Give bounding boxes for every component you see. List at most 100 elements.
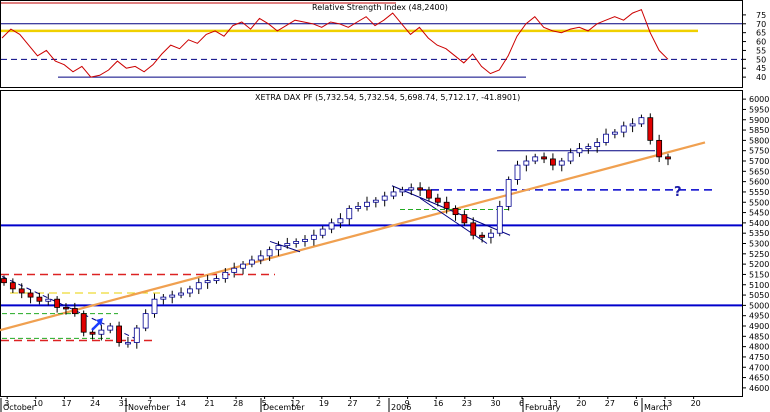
rsi-y-tick-label: 50 <box>756 55 766 64</box>
x-tick-label: 7 <box>147 399 152 408</box>
price-y-tick-label: 4850 <box>749 332 769 341</box>
candle-body <box>390 191 397 197</box>
question-mark-annotation: ? <box>674 185 682 200</box>
x-tick-label: 5 <box>262 399 267 408</box>
x-tick-label: 31 <box>119 399 129 408</box>
price-y-tick-label: 5650 <box>749 167 769 176</box>
price-y-tick-label: 5450 <box>749 209 769 218</box>
candle-body <box>426 189 432 199</box>
candle-body <box>187 288 193 294</box>
x-tick-label: 17 <box>61 399 71 408</box>
candle-body <box>27 292 34 298</box>
x-tick-label: 27 <box>605 399 615 408</box>
price-y-tick-label: 5700 <box>749 157 769 166</box>
price-y-tick-label: 5350 <box>749 229 769 238</box>
candle-body <box>567 152 574 162</box>
candle-body <box>452 208 459 216</box>
price-y-tick-label: 4950 <box>749 312 769 321</box>
rsi-y-tick-label: 40 <box>756 73 766 82</box>
candle-body <box>470 222 477 236</box>
candle-body <box>98 329 105 335</box>
candle-body <box>107 325 114 331</box>
candle-body <box>89 331 96 335</box>
candle-body <box>45 298 52 302</box>
candle-body <box>479 234 485 238</box>
candle-body <box>169 294 176 298</box>
rsi-panel <box>0 0 743 88</box>
x-tick-label: 2 <box>376 399 381 408</box>
small-channel-line <box>269 240 301 253</box>
x-tick-label: 20 <box>576 399 586 408</box>
price-y-tick-label: 5200 <box>749 260 769 269</box>
candle-body <box>576 148 583 154</box>
candle-body <box>372 199 379 203</box>
candle-body <box>408 187 415 191</box>
candle-body <box>54 298 61 308</box>
price-y-tick-label: 4900 <box>749 322 769 331</box>
candle-body <box>594 142 601 147</box>
candle-body <box>9 282 16 290</box>
x-tick-label: 6 <box>519 399 524 408</box>
price-y-tick-label: 6000 <box>749 95 769 104</box>
candle-body <box>629 123 636 127</box>
x-month-label: 2006 <box>391 403 411 412</box>
candle-body <box>151 298 158 315</box>
price-y-tick-label: 5850 <box>749 126 769 135</box>
candle-body <box>532 156 539 162</box>
candle-body <box>240 263 246 269</box>
candle-body <box>381 195 388 201</box>
candle-body <box>160 296 167 300</box>
blue-arrow-annotation <box>91 318 103 331</box>
candle-body <box>647 117 654 141</box>
price-y-tick-label: 5400 <box>749 219 769 228</box>
price-y-tick-label: 5550 <box>749 188 769 197</box>
x-tick-label: 21 <box>204 399 214 408</box>
candle-body <box>523 160 530 166</box>
x-tick-label: 23 <box>462 399 472 408</box>
x-tick-label: 10 <box>33 399 43 408</box>
candle-body <box>80 313 87 333</box>
candle-body <box>133 327 140 343</box>
candle-body <box>603 133 609 143</box>
candle-body <box>541 156 547 160</box>
price-y-tick-label: 5150 <box>749 270 769 279</box>
candle-body <box>275 245 282 251</box>
candle-body <box>302 238 308 242</box>
candle-body <box>125 342 131 345</box>
x-tick-label: 19 <box>319 399 329 408</box>
price-y-tick-label: 5950 <box>749 105 769 114</box>
candle-body <box>71 308 78 315</box>
price-y-tick-label: 5900 <box>749 116 769 125</box>
candle-body <box>585 146 592 150</box>
x-tick-label: 14 <box>176 399 186 408</box>
price-y-tick-label: 5750 <box>749 147 769 156</box>
candle-body <box>178 292 184 296</box>
candle-body <box>284 243 291 246</box>
candle-body <box>310 234 317 240</box>
x-tick-label: 13 <box>662 399 672 408</box>
flag-channel-lower <box>419 197 488 244</box>
candle-body <box>399 189 406 193</box>
x-tick-label: 27 <box>347 399 357 408</box>
candle-body <box>319 228 326 236</box>
x-tick-label: 16 <box>433 399 443 408</box>
x-month-label: October <box>3 403 36 412</box>
candle-body <box>257 255 264 261</box>
candle-body <box>337 218 344 224</box>
candle-body <box>195 282 202 290</box>
price-y-tick-label: 5000 <box>749 301 769 310</box>
rsi-series <box>1 8 669 78</box>
x-tick-label: 13 <box>548 399 558 408</box>
rsi-title: Relative Strength Index (48,2400) <box>312 3 448 12</box>
candle-body <box>346 208 353 220</box>
rsi-line <box>1 8 669 78</box>
price-y-tick-label: 4700 <box>749 363 769 372</box>
x-tick-label: 20 <box>691 399 701 408</box>
price-title: XETRA DAX PF (5,732.54, 5,732.54, 5,698.… <box>255 93 520 102</box>
candle-body <box>665 156 671 160</box>
price-y-tick-label: 5250 <box>749 250 769 259</box>
price-horizontal-lines <box>1 189 742 342</box>
